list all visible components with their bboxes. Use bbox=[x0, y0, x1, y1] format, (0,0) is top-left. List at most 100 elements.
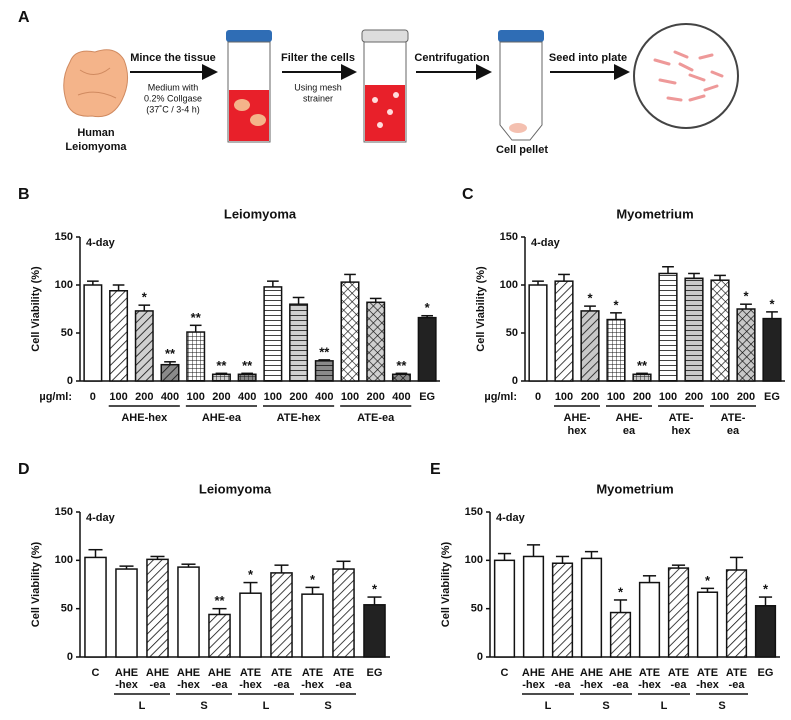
cell bbox=[387, 109, 393, 115]
y-tick-label: 50 bbox=[61, 327, 73, 339]
x-tick-label: -hex bbox=[580, 679, 604, 691]
step-note: Using mesh bbox=[294, 82, 342, 92]
cell bbox=[372, 97, 378, 103]
bar-pattern bbox=[737, 309, 755, 381]
bar bbox=[696, 591, 719, 658]
significance: * bbox=[372, 582, 378, 597]
bar-pattern bbox=[668, 568, 689, 657]
x-tick-label: -ea bbox=[729, 679, 746, 691]
x-tick-label: AHE bbox=[609, 667, 632, 679]
x-tick-label: AHE bbox=[146, 667, 169, 679]
bar bbox=[301, 593, 324, 658]
chart-title: Leiomyoma bbox=[199, 481, 272, 496]
step-label: Seed into plate bbox=[549, 52, 627, 64]
x-tick-label: AHE bbox=[580, 667, 603, 679]
bar bbox=[754, 605, 777, 658]
tissue-piece bbox=[250, 114, 266, 126]
pellet-label: Cell pellet bbox=[496, 144, 548, 156]
annotation: 4-day bbox=[86, 237, 116, 249]
x-tick-label: ATE bbox=[333, 667, 354, 679]
bar-pattern bbox=[146, 559, 169, 657]
x-tick-label: 0 bbox=[535, 391, 541, 403]
x-tick-label: EG bbox=[367, 667, 383, 679]
significance: * bbox=[769, 296, 775, 311]
step-label: Centrifugation bbox=[414, 52, 489, 64]
bar-pattern bbox=[366, 302, 385, 381]
bar-pattern bbox=[332, 569, 355, 657]
group-label: ATE-ea bbox=[357, 412, 395, 424]
y-tick-label: 100 bbox=[55, 554, 73, 566]
bar-pattern bbox=[392, 374, 411, 381]
y-tick-label: 0 bbox=[477, 651, 483, 663]
chart-title: Leiomyoma bbox=[224, 206, 297, 221]
x-tick-label: -hex bbox=[696, 679, 720, 691]
group-label: hex bbox=[672, 425, 692, 437]
x-tick-label: 100 bbox=[711, 391, 729, 403]
panel-a: A Human Leiomyoma Mince the tissue Mediu… bbox=[18, 9, 739, 156]
x-tick-label: 400 bbox=[392, 391, 410, 403]
x-tick-label: AHE bbox=[551, 667, 574, 679]
group-label: AHE-ea bbox=[202, 412, 242, 424]
bar-pattern bbox=[135, 310, 154, 381]
step-label: Filter the cells bbox=[281, 52, 355, 64]
x-tick-label: C bbox=[501, 667, 509, 679]
bar bbox=[493, 559, 516, 658]
x-tick-label: ATE bbox=[271, 667, 292, 679]
group-label: L bbox=[263, 700, 270, 712]
step-note: Medium with bbox=[148, 82, 199, 92]
panel-label: D bbox=[18, 461, 30, 478]
bar bbox=[83, 284, 103, 382]
y-tick-label: 0 bbox=[67, 375, 73, 387]
significance: * bbox=[310, 572, 316, 587]
x-tick-label: 100 bbox=[264, 391, 282, 403]
y-tick-label: 100 bbox=[500, 279, 518, 291]
x-tick-label: 400 bbox=[315, 391, 333, 403]
annotation: 4-day bbox=[496, 512, 526, 524]
significance: ** bbox=[165, 346, 176, 361]
x-tick-label: 200 bbox=[737, 391, 755, 403]
x-prefix: µg/ml: bbox=[39, 391, 72, 403]
bar-pattern bbox=[726, 570, 747, 657]
chart-title: Myometrium bbox=[616, 206, 693, 221]
bar bbox=[762, 317, 782, 382]
y-tick-label: 50 bbox=[61, 603, 73, 615]
bar-pattern bbox=[341, 282, 359, 381]
bar-pattern bbox=[607, 319, 625, 381]
x-tick-label: 400 bbox=[238, 391, 256, 403]
significance: * bbox=[248, 567, 254, 582]
x-tick-label: 100 bbox=[341, 391, 359, 403]
panel-label: A bbox=[18, 9, 30, 26]
bar-pattern bbox=[289, 304, 308, 381]
group-label: S bbox=[324, 700, 331, 712]
x-tick-label: ATE bbox=[726, 667, 747, 679]
x-tick-label: -ea bbox=[150, 679, 167, 691]
x-prefix: µg/ml: bbox=[484, 391, 517, 403]
step-label: Mince the tissue bbox=[130, 52, 216, 64]
x-tick-label: ATE bbox=[639, 667, 660, 679]
x-tick-label: 400 bbox=[161, 391, 179, 403]
bar-pattern bbox=[685, 278, 703, 381]
x-tick-label: AHE bbox=[177, 667, 200, 679]
x-tick-label: AHE bbox=[208, 667, 231, 679]
x-tick-label: 200 bbox=[212, 391, 230, 403]
x-tick-label: C bbox=[92, 667, 100, 679]
group-label: AHE- bbox=[564, 412, 591, 424]
plate bbox=[633, 23, 739, 129]
source-label: Leiomyoma bbox=[65, 141, 127, 153]
x-tick-label: EG bbox=[764, 391, 780, 403]
x-tick-label: -ea bbox=[671, 679, 688, 691]
cell bbox=[393, 92, 399, 98]
y-axis-label: Cell Viability (%) bbox=[440, 541, 452, 627]
bar-pattern bbox=[186, 332, 205, 381]
group-label: ATE- bbox=[669, 412, 694, 424]
group-label: AHE-hex bbox=[121, 412, 168, 424]
significance: * bbox=[743, 289, 749, 304]
significance: * bbox=[142, 290, 148, 305]
significance: ** bbox=[214, 593, 225, 608]
x-tick-label: 100 bbox=[555, 391, 573, 403]
bar bbox=[528, 284, 548, 382]
bar bbox=[84, 556, 107, 658]
bar-pattern bbox=[109, 290, 128, 381]
y-tick-label: 0 bbox=[512, 375, 518, 387]
group-label: L bbox=[545, 700, 552, 712]
